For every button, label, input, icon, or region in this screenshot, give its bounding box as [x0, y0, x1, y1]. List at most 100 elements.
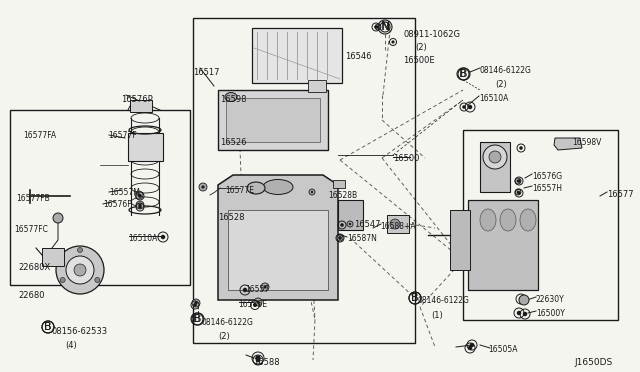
Circle shape	[56, 246, 104, 294]
Circle shape	[311, 191, 313, 193]
Text: 08911-1062G: 08911-1062G	[403, 30, 460, 39]
Text: 16546: 16546	[345, 52, 371, 61]
Text: 16577F: 16577F	[108, 131, 136, 140]
Circle shape	[517, 191, 521, 195]
Circle shape	[138, 194, 142, 198]
Bar	[130, 100, 152, 112]
Text: 16510A: 16510A	[479, 94, 508, 103]
Text: J1650DS: J1650DS	[574, 358, 612, 367]
Bar	[218, 90, 328, 150]
Circle shape	[517, 179, 521, 183]
Circle shape	[53, 213, 63, 223]
Text: 16500E: 16500E	[403, 56, 435, 65]
Text: 22680X: 22680X	[18, 263, 51, 272]
Circle shape	[517, 180, 519, 182]
Bar	[308, 80, 326, 92]
Text: 16576F: 16576F	[103, 200, 132, 209]
Text: 16577FC: 16577FC	[14, 225, 48, 234]
Circle shape	[136, 201, 144, 209]
Circle shape	[515, 189, 521, 195]
Circle shape	[138, 193, 141, 196]
Circle shape	[193, 303, 197, 307]
Circle shape	[195, 301, 198, 305]
Text: 16576E: 16576E	[238, 300, 267, 309]
Text: N: N	[381, 22, 388, 32]
Circle shape	[338, 236, 342, 240]
Text: B: B	[44, 322, 52, 332]
Circle shape	[95, 278, 100, 282]
Text: 16547: 16547	[354, 220, 381, 229]
Bar	[468, 200, 538, 290]
Circle shape	[199, 183, 207, 191]
Text: 16577FB: 16577FB	[16, 194, 50, 203]
Text: 22630Y: 22630Y	[536, 295, 564, 304]
Text: 16587N: 16587N	[347, 234, 377, 243]
Circle shape	[253, 303, 257, 307]
Text: N: N	[380, 20, 390, 33]
Circle shape	[264, 285, 267, 289]
Bar	[463, 130, 618, 320]
Circle shape	[138, 203, 141, 206]
Circle shape	[489, 151, 501, 163]
Circle shape	[515, 178, 521, 184]
Circle shape	[519, 297, 524, 301]
Text: (4): (4)	[65, 341, 77, 350]
Text: 16510A: 16510A	[128, 234, 157, 243]
Bar	[450, 210, 470, 270]
Text: 16576P: 16576P	[121, 95, 153, 104]
Text: 16588+A: 16588+A	[380, 222, 415, 231]
Ellipse shape	[480, 209, 496, 231]
Circle shape	[468, 105, 472, 109]
Circle shape	[138, 205, 142, 209]
Bar	[128, 133, 163, 161]
Circle shape	[517, 191, 519, 193]
Text: 16500Y: 16500Y	[536, 309, 565, 318]
Circle shape	[243, 288, 247, 292]
Circle shape	[483, 145, 507, 169]
Text: 16577FA: 16577FA	[23, 131, 56, 140]
Text: (2): (2)	[415, 43, 427, 52]
Circle shape	[161, 235, 165, 239]
Circle shape	[462, 105, 466, 109]
Polygon shape	[218, 175, 338, 300]
Bar	[193, 18, 415, 343]
Text: 16557: 16557	[245, 285, 269, 294]
Text: 16577E: 16577E	[225, 186, 254, 195]
Text: 16598V: 16598V	[572, 138, 602, 147]
Text: B: B	[195, 314, 202, 324]
Bar	[42, 248, 64, 266]
Circle shape	[349, 223, 351, 225]
Ellipse shape	[263, 180, 293, 195]
Text: 16577: 16577	[607, 190, 634, 199]
Ellipse shape	[247, 182, 265, 194]
Text: 08156-62533: 08156-62533	[52, 327, 108, 336]
Text: 16500: 16500	[393, 154, 419, 163]
Ellipse shape	[225, 93, 237, 102]
Polygon shape	[228, 210, 328, 290]
Circle shape	[135, 191, 143, 199]
Circle shape	[390, 219, 400, 229]
Circle shape	[192, 299, 200, 307]
Text: 22680: 22680	[18, 291, 45, 300]
Circle shape	[202, 185, 205, 189]
Text: B: B	[460, 69, 468, 79]
Circle shape	[255, 355, 260, 361]
Circle shape	[254, 298, 262, 306]
Text: 16598: 16598	[220, 95, 246, 104]
Text: B: B	[412, 293, 419, 303]
Circle shape	[256, 358, 260, 362]
Circle shape	[519, 146, 523, 150]
Circle shape	[74, 264, 86, 276]
Circle shape	[468, 346, 472, 350]
Text: B: B	[193, 314, 201, 324]
Text: 16528: 16528	[218, 213, 244, 222]
Circle shape	[523, 312, 527, 316]
Circle shape	[257, 301, 260, 304]
Text: 16528B: 16528B	[328, 191, 357, 200]
Circle shape	[374, 25, 378, 29]
Text: (1): (1)	[431, 311, 443, 320]
Circle shape	[375, 24, 381, 30]
Text: 16557M: 16557M	[109, 188, 140, 197]
Text: 16526: 16526	[220, 138, 246, 147]
Text: B: B	[44, 322, 52, 332]
